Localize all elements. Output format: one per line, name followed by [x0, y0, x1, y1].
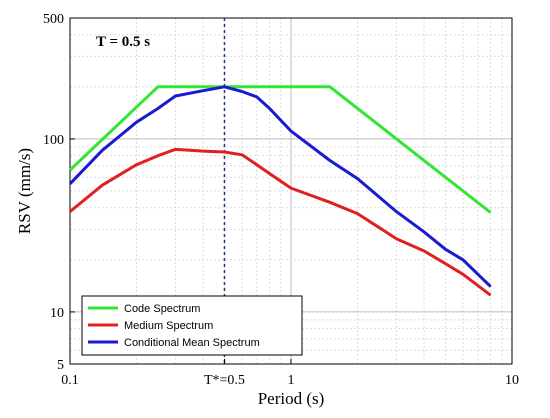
series-group	[68, 85, 492, 297]
legend-label: Code Spectrum	[124, 303, 200, 315]
annotation: T = 0.5 s	[96, 34, 150, 50]
y-tick-label: 100	[43, 133, 64, 148]
legend-label: Conditional Mean Spectrum	[124, 337, 260, 349]
legend: Code Spectrum Medium Spectrum Conditional …	[81, 295, 303, 356]
x-tick-label: 1	[288, 373, 295, 388]
series-line	[68, 85, 492, 288]
series-line	[68, 85, 492, 214]
legend-label: Medium Spectrum	[124, 320, 213, 332]
series-line	[69, 147, 492, 297]
legend-box	[81, 295, 303, 356]
x-tick-label: 10	[505, 373, 519, 388]
tick-labels: 0.1 T*=0.5 1 10 5 10 100 500	[43, 12, 519, 388]
y-axis-label: RSV (mm/s)	[15, 148, 34, 234]
y-tick-label: 500	[43, 12, 64, 27]
x-tick-label: T*=0.5	[204, 373, 245, 388]
y-tick-label: 5	[57, 358, 64, 373]
x-axis-label: Period (s)	[258, 389, 325, 408]
y-tick-label: 10	[50, 306, 64, 321]
x-tick-label: 0.1	[61, 373, 79, 388]
